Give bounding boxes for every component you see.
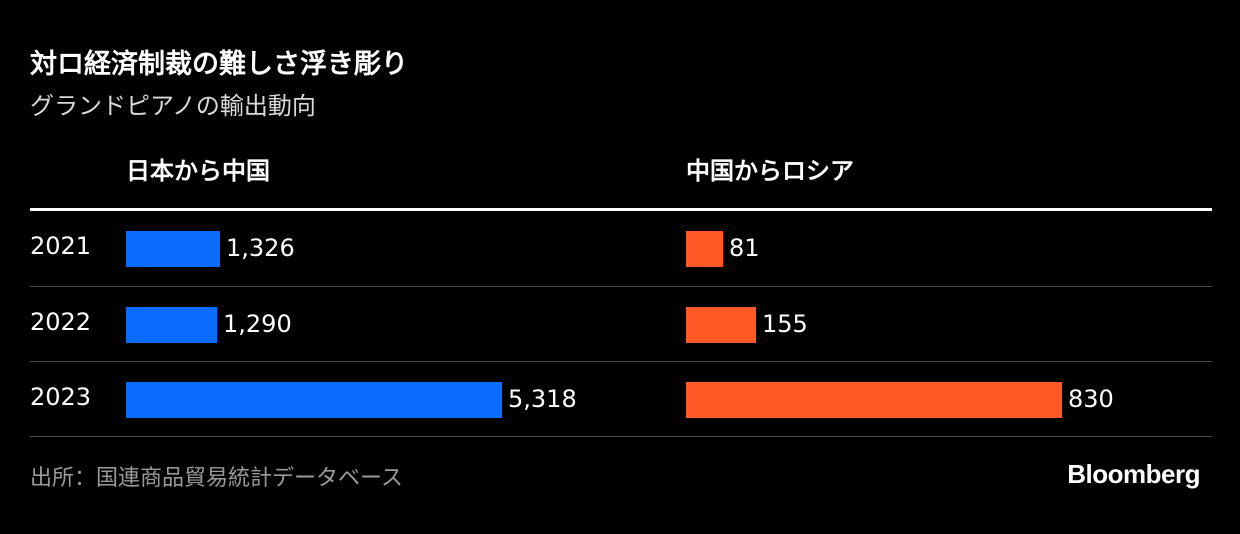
panel-title-japan-to-china: 日本から中国 — [126, 157, 270, 185]
chart-title: 対ロ経済制裁の難しさ浮き彫り — [30, 49, 408, 80]
value-label-japan-to-china-2022: 1,290 — [223, 310, 292, 338]
value-label-china-to-russia-2022: 155 — [762, 310, 808, 338]
bar-japan-to-china-2022 — [126, 307, 217, 343]
chart-subtitle: グランドピアノの輸出動向 — [30, 92, 316, 120]
panel-title-china-to-russia: 中国からロシア — [686, 157, 854, 185]
value-label-japan-to-china-2023: 5,318 — [508, 385, 577, 413]
bar-china-to-russia-2021 — [686, 231, 723, 267]
row-divider — [30, 286, 1212, 287]
value-label-japan-to-china-2021: 1,326 — [226, 234, 295, 262]
bloomberg-logo: Bloomberg — [1067, 459, 1200, 489]
source-note: 出所：国連商品貿易統計データベース — [30, 466, 403, 491]
value-label-china-to-russia-2021: 81 — [729, 234, 760, 262]
bar-china-to-russia-2023 — [686, 382, 1062, 418]
year-label: 2021 — [30, 232, 92, 260]
row-divider — [30, 436, 1212, 437]
year-label: 2023 — [30, 383, 92, 411]
value-label-china-to-russia-2023: 830 — [1068, 385, 1114, 413]
bar-japan-to-china-2021 — [126, 231, 220, 267]
row-divider — [30, 361, 1212, 362]
bar-japan-to-china-2023 — [126, 382, 502, 418]
bar-china-to-russia-2022 — [686, 307, 756, 343]
header-divider — [30, 208, 1212, 211]
year-label: 2022 — [30, 308, 92, 336]
